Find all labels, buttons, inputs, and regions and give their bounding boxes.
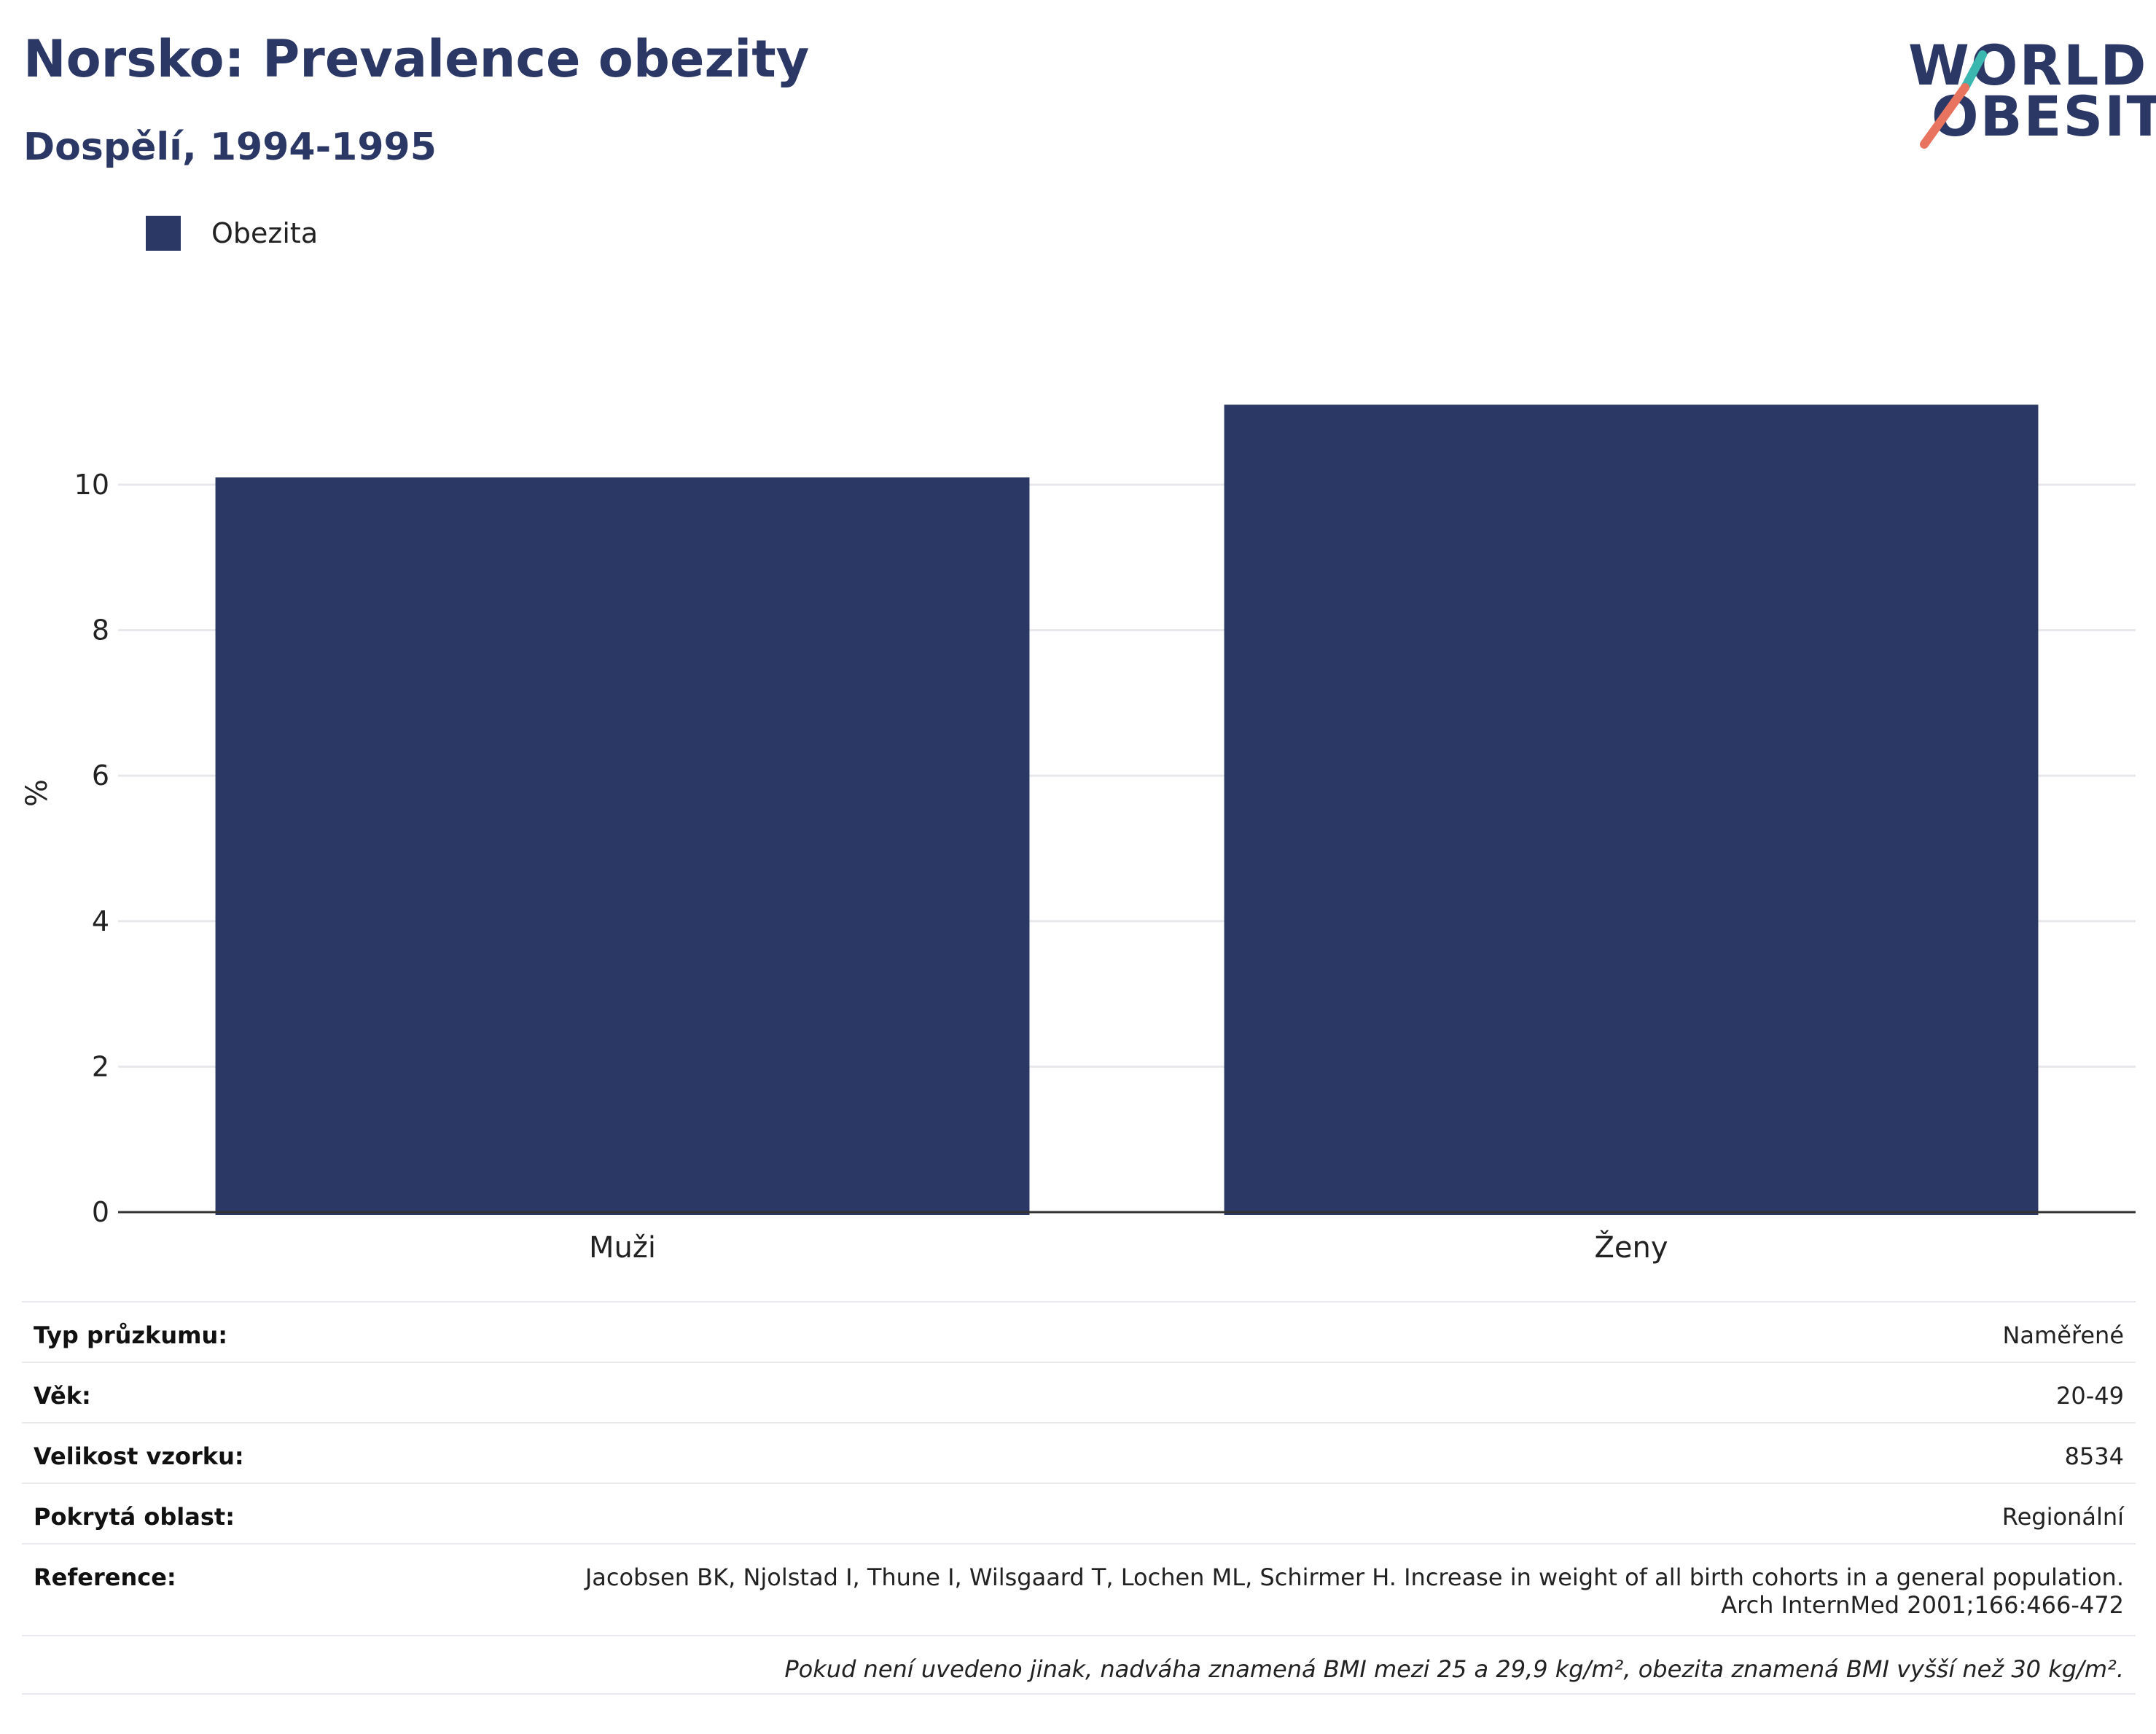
info-value: Regionální (2001, 1503, 2124, 1531)
y-tick-label: 4 (92, 905, 109, 937)
bar-chart: 0 2 4 6 8 10 Muži Ženy % (20, 405, 2136, 1265)
reference-line: Jacobsen BK, Njolstad I, Thune I, Wilsga… (585, 1563, 2124, 1591)
reference-line: Arch InternMed 2001;166:466-472 (1721, 1591, 2124, 1619)
x-tick-label: Ženy (1594, 1230, 1668, 1265)
page-title: Norsko: Prevalence obezity (23, 29, 810, 89)
x-tick-label: Muži (589, 1231, 656, 1265)
info-row-reference: Reference: Jacobsen BK, Njolstad I, Thun… (22, 1543, 2136, 1635)
bar-zeny (1224, 405, 2039, 1215)
survey-info-table: Typ průzkumu: Naměřené Věk: 20-49 Veliko… (22, 1301, 2136, 1695)
info-value-reference: Jacobsen BK, Njolstad I, Thune I, Wilsga… (585, 1563, 2124, 1619)
legend-swatch-obezita (146, 216, 181, 251)
info-label: Reference: (34, 1563, 176, 1591)
y-tick-label: 6 (92, 759, 109, 792)
info-row-area: Pokrytá oblast: Regionální (22, 1483, 2136, 1543)
info-label: Věk: (34, 1382, 91, 1410)
chart-axes: 0 2 4 6 8 10 Muži Ženy (74, 469, 2136, 1265)
world-obesity-logo: WORLD OBESITY (1895, 22, 2156, 153)
chart-legend: Obezita (146, 216, 318, 251)
info-value: Naměřené (2002, 1321, 2124, 1349)
bar-muzi (215, 477, 1030, 1215)
chart-bars (215, 405, 2039, 1215)
logo-line-obesity: OBESITY (1932, 84, 2156, 149)
y-axis-label: % (20, 779, 54, 807)
logo-line-world: WORLD (1908, 33, 2148, 98)
info-value: 8534 (2064, 1442, 2124, 1470)
y-tick-label: 2 (92, 1050, 109, 1082)
info-value: 20-49 (2056, 1382, 2124, 1410)
y-tick-label: 10 (74, 469, 109, 501)
bmi-definition-note: Pokud není uvedeno jinak, nadváha znamen… (784, 1655, 2124, 1683)
info-row-age: Věk: 20-49 (22, 1362, 2136, 1422)
info-row-sample-size: Velikost vzorku: 8534 (22, 1422, 2136, 1483)
page-subtitle: Dospělí, 1994-1995 (23, 125, 437, 169)
info-row-survey-type: Typ průzkumu: Naměřené (22, 1301, 2136, 1362)
y-tick-label: 8 (92, 614, 109, 647)
info-row-note: Pokud není uvedeno jinak, nadváha znamen… (22, 1635, 2136, 1695)
y-tick-label: 0 (92, 1196, 109, 1228)
info-label: Typ průzkumu: (34, 1321, 228, 1349)
legend-label-obezita: Obezita (211, 217, 319, 249)
logo-slash-icon (1920, 50, 1987, 149)
info-label: Velikost vzorku: (34, 1442, 244, 1470)
info-label: Pokrytá oblast: (34, 1503, 235, 1531)
